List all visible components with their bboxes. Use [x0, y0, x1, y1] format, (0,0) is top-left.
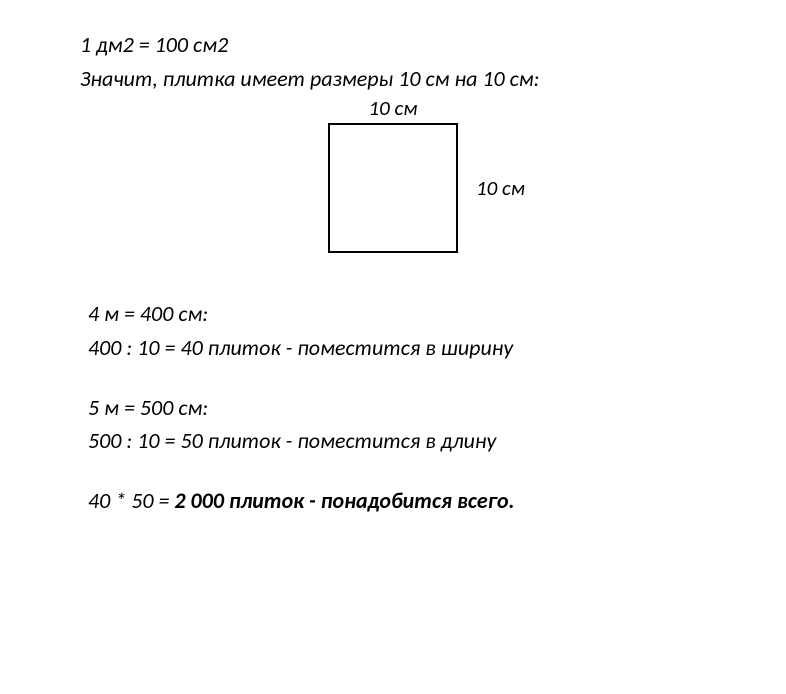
intro-explanation: Значит, плитка имеет размеры 10 см на 10… — [80, 64, 706, 94]
diagram-square — [328, 123, 458, 253]
width-calculation: 400 : 10 = 40 плиток - поместится в шири… — [88, 333, 706, 363]
final-result: 40 * 50 = 2 000 плиток - понадобится все… — [88, 486, 706, 516]
diagram-right-label: 10 см — [476, 123, 525, 253]
tile-diagram: 10 см 10 см — [80, 123, 706, 259]
length-conversion: 5 м = 500 см: — [88, 393, 706, 423]
diagram-top-label: 10 см — [328, 95, 458, 121]
result-bold: 2 000 плиток - понадобится всего. — [174, 487, 514, 514]
length-calculation: 500 : 10 = 50 плиток - поместится в длин… — [88, 426, 706, 456]
intro-conversion: 1 дм2 = 100 см2 — [80, 30, 706, 60]
width-conversion: 4 м = 400 см: — [88, 299, 706, 329]
result-prefix: 40 * 50 = — [88, 487, 174, 514]
